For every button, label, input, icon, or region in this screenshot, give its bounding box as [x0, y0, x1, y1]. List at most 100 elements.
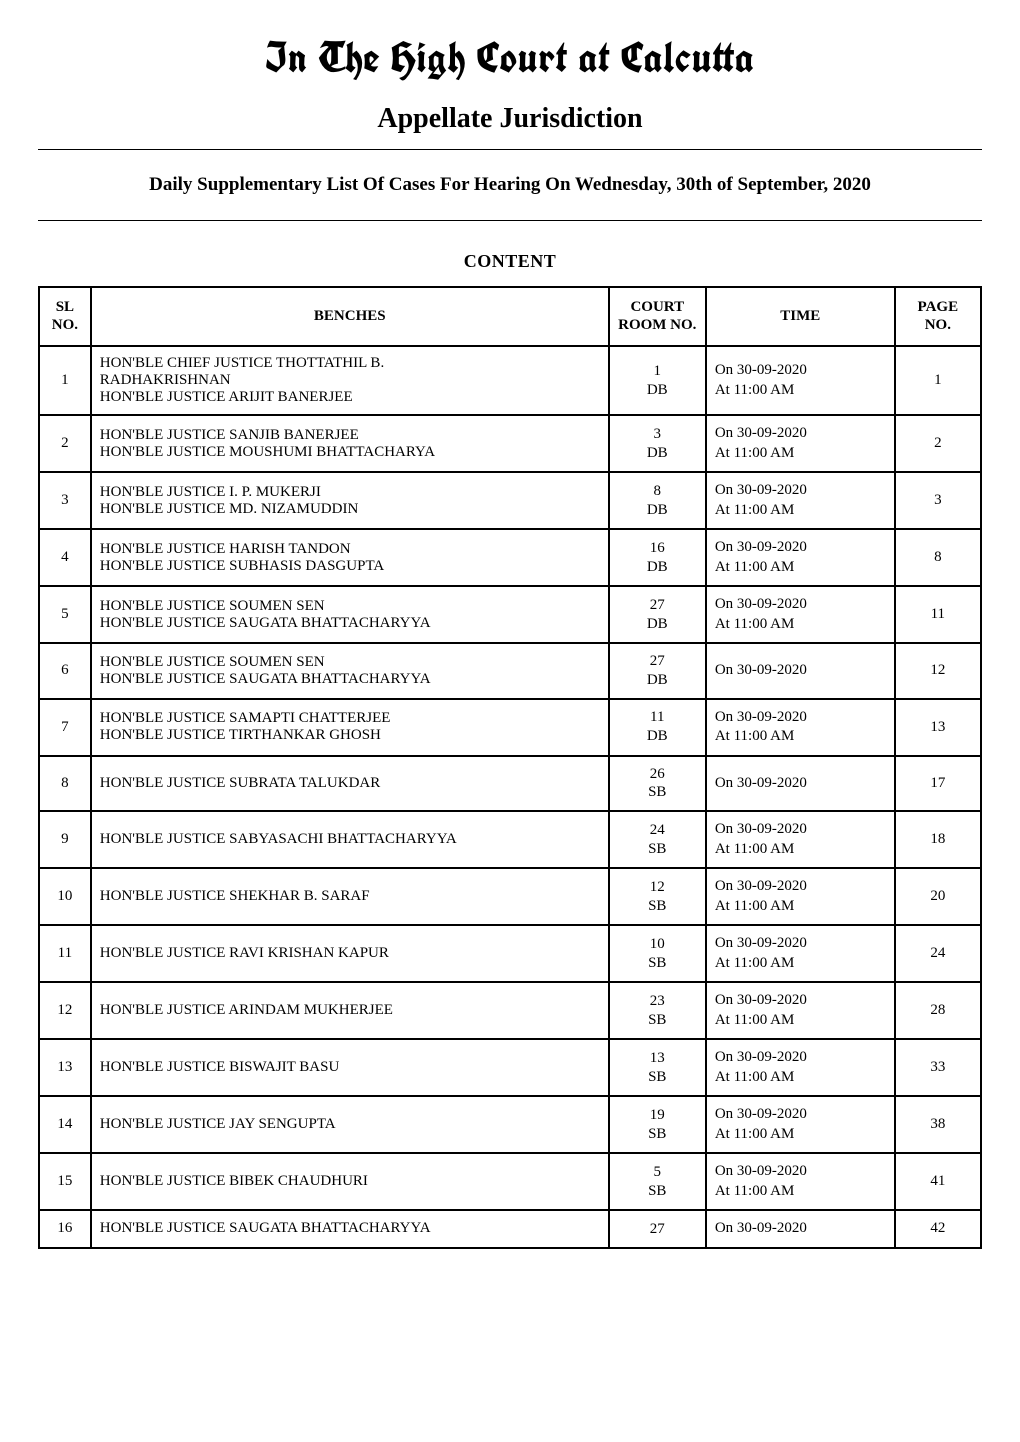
room-type: SB — [618, 840, 697, 859]
cell-time: On 30-09-2020At 11:00 AM — [706, 699, 895, 756]
benches-table: SL NO. BENCHES COURT ROOM NO. TIME PAGE … — [38, 286, 982, 1249]
cell-benches: HON'BLE JUSTICE SUBRATA TALUKDAR — [91, 756, 609, 812]
table-row: 10HON'BLE JUSTICE SHEKHAR B. SARAF12SBOn… — [39, 868, 981, 925]
bench-line: HON'BLE JUSTICE SAUGATA BHATTACHARYYA — [100, 615, 600, 632]
bench-line: HON'BLE JUSTICE SAUGATA BHATTACHARYYA — [100, 1220, 600, 1237]
table-row: 4HON'BLE JUSTICE HARISH TANDONHON'BLE JU… — [39, 529, 981, 586]
time-date: On 30-09-2020 — [715, 934, 886, 954]
bench-line: HON'BLE JUSTICE SABYASACHI BHATTACHARYYA — [100, 831, 600, 848]
table-row: 11HON'BLE JUSTICE RAVI KRISHAN KAPUR10SB… — [39, 925, 981, 982]
cell-room: 11DB — [609, 699, 706, 756]
time-date: On 30-09-2020 — [715, 820, 886, 840]
room-type: SB — [618, 1011, 697, 1030]
col-header-room: COURT ROOM NO. — [609, 287, 706, 347]
bench-line: HON'BLE JUSTICE MD. NIZAMUDDIN — [100, 501, 600, 518]
time-at: At 11:00 AM — [715, 1068, 886, 1088]
room-number: 16 — [618, 539, 697, 558]
room-type: SB — [618, 1182, 697, 1201]
col-header-benches: BENCHES — [91, 287, 609, 347]
time-at: At 11:00 AM — [715, 615, 886, 635]
table-row: 1 HON'BLE CHIEF JUSTICE THOTTATHIL B.RADH… — [39, 346, 981, 415]
cell-sl: 7 — [39, 699, 91, 756]
cell-room: 16DB — [609, 529, 706, 586]
cell-sl: 12 — [39, 982, 91, 1039]
cell-page: 18 — [895, 811, 981, 868]
cell-room: 23SB — [609, 982, 706, 1039]
room-type: SB — [618, 1125, 697, 1144]
cell-page: 24 — [895, 925, 981, 982]
room-number: 19 — [618, 1106, 697, 1125]
cell-time: On 30-09-2020At 11:00 AM — [706, 472, 895, 529]
bench-line: HON'BLE JUSTICE SUBRATA TALUKDAR — [100, 775, 600, 792]
cell-room: 3DB — [609, 415, 706, 472]
time-date: On 30-09-2020 — [715, 1219, 886, 1239]
time-date: On 30-09-2020 — [715, 361, 886, 381]
cell-sl: 16 — [39, 1210, 91, 1248]
table-row: 15 HON'BLE JUSTICE BIBEK CHAUDHURI 5SB On 3… — [39, 1153, 981, 1210]
cell-time: On 30-09-2020 — [706, 643, 895, 699]
bench-line: HON'BLE JUSTICE ARIJIT BANERJEE — [100, 389, 600, 406]
cell-sl: 15 — [39, 1153, 91, 1210]
cell-benches: HON'BLE JUSTICE BIBEK CHAUDHURI — [91, 1153, 609, 1210]
cell-time: On 30-09-2020At 11:00 AM — [706, 586, 895, 643]
cell-page: 11 — [895, 586, 981, 643]
cell-benches: HON'BLE JUSTICE SOUMEN SENHON'BLE JUSTIC… — [91, 586, 609, 643]
cell-time: On 30-09-2020 — [706, 756, 895, 812]
table-row: 8HON'BLE JUSTICE SUBRATA TALUKDAR26SBOn … — [39, 756, 981, 812]
cell-page: 17 — [895, 756, 981, 812]
bench-line: HON'BLE JUSTICE SAUGATA BHATTACHARYYA — [100, 671, 600, 688]
cell-time: On 30-09-2020At 11:00 AM — [706, 1153, 895, 1210]
bench-line: RADHAKRISHNAN — [100, 372, 600, 389]
cell-time: On 30-09-2020At 11:00 AM — [706, 529, 895, 586]
room-number: 26 — [618, 765, 697, 784]
time-date: On 30-09-2020 — [715, 708, 886, 728]
cell-page: 33 — [895, 1039, 981, 1096]
jurisdiction-title: Appellate Jurisdiction — [38, 103, 982, 135]
time-at: At 11:00 AM — [715, 840, 886, 860]
room-type: DB — [618, 558, 697, 577]
cell-sl: 11 — [39, 925, 91, 982]
table-row: 3 HON'BLE JUSTICE I. P. MUKERJIHON'BLE JU… — [39, 472, 981, 529]
cell-sl: 3 — [39, 472, 91, 529]
table-row: 2HON'BLE JUSTICE SANJIB BANERJEEHON'BLE … — [39, 415, 981, 472]
cell-benches: HON'BLE JUSTICE RAVI KRISHAN KAPUR — [91, 925, 609, 982]
col-header-sl: SL NO. — [39, 287, 91, 347]
cell-page: 20 — [895, 868, 981, 925]
room-number: 1 — [618, 362, 697, 381]
room-number: 27 — [618, 596, 697, 615]
cell-sl: 9 — [39, 811, 91, 868]
time-at: At 11:00 AM — [715, 954, 886, 974]
cell-room: 8DB — [609, 472, 706, 529]
table-row: 5HON'BLE JUSTICE SOUMEN SENHON'BLE JUSTI… — [39, 586, 981, 643]
table-row: 9 HON'BLE JUSTICE SABYASACHI BHATTACHARYY… — [39, 811, 981, 868]
cell-page: 1 — [895, 346, 981, 415]
cell-room: 10SB — [609, 925, 706, 982]
table-row: 14HON'BLE JUSTICE JAY SENGUPTA19SBOn 30-… — [39, 1096, 981, 1153]
cell-benches: HON'BLE JUSTICE SHEKHAR B. SARAF — [91, 868, 609, 925]
cell-room: 27DB — [609, 586, 706, 643]
cell-room: 19SB — [609, 1096, 706, 1153]
time-at: At 11:00 AM — [715, 444, 886, 464]
bench-line: HON'BLE JUSTICE I. P. MUKERJI — [100, 484, 600, 501]
bench-line: HON'BLE JUSTICE BIBEK CHAUDHURI — [100, 1173, 600, 1190]
table-row: 6HON'BLE JUSTICE SOUMEN SENHON'BLE JUSTI… — [39, 643, 981, 699]
time-date: On 30-09-2020 — [715, 774, 886, 794]
cell-benches: HON'BLE CHIEF JUSTICE THOTTATHIL B.RADHA… — [91, 346, 609, 415]
table-header-row: SL NO. BENCHES COURT ROOM NO. TIME PAGE … — [39, 287, 981, 347]
cell-room: 27 — [609, 1210, 706, 1248]
time-at: At 11:00 AM — [715, 381, 886, 401]
cell-benches: HON'BLE JUSTICE ARINDAM MUKHERJEE — [91, 982, 609, 1039]
cell-sl: 4 — [39, 529, 91, 586]
room-number: 24 — [618, 821, 697, 840]
room-number: 13 — [618, 1049, 697, 1068]
time-at: At 11:00 AM — [715, 727, 886, 747]
time-at: At 11:00 AM — [715, 1125, 886, 1145]
time-at: At 11:00 AM — [715, 558, 886, 578]
cell-sl: 2 — [39, 415, 91, 472]
time-at: At 11:00 AM — [715, 1182, 886, 1202]
content-heading: CONTENT — [38, 251, 982, 272]
room-number: 5 — [618, 1163, 697, 1182]
room-type: SB — [618, 783, 697, 802]
room-number: 8 — [618, 482, 697, 501]
room-number: 23 — [618, 992, 697, 1011]
